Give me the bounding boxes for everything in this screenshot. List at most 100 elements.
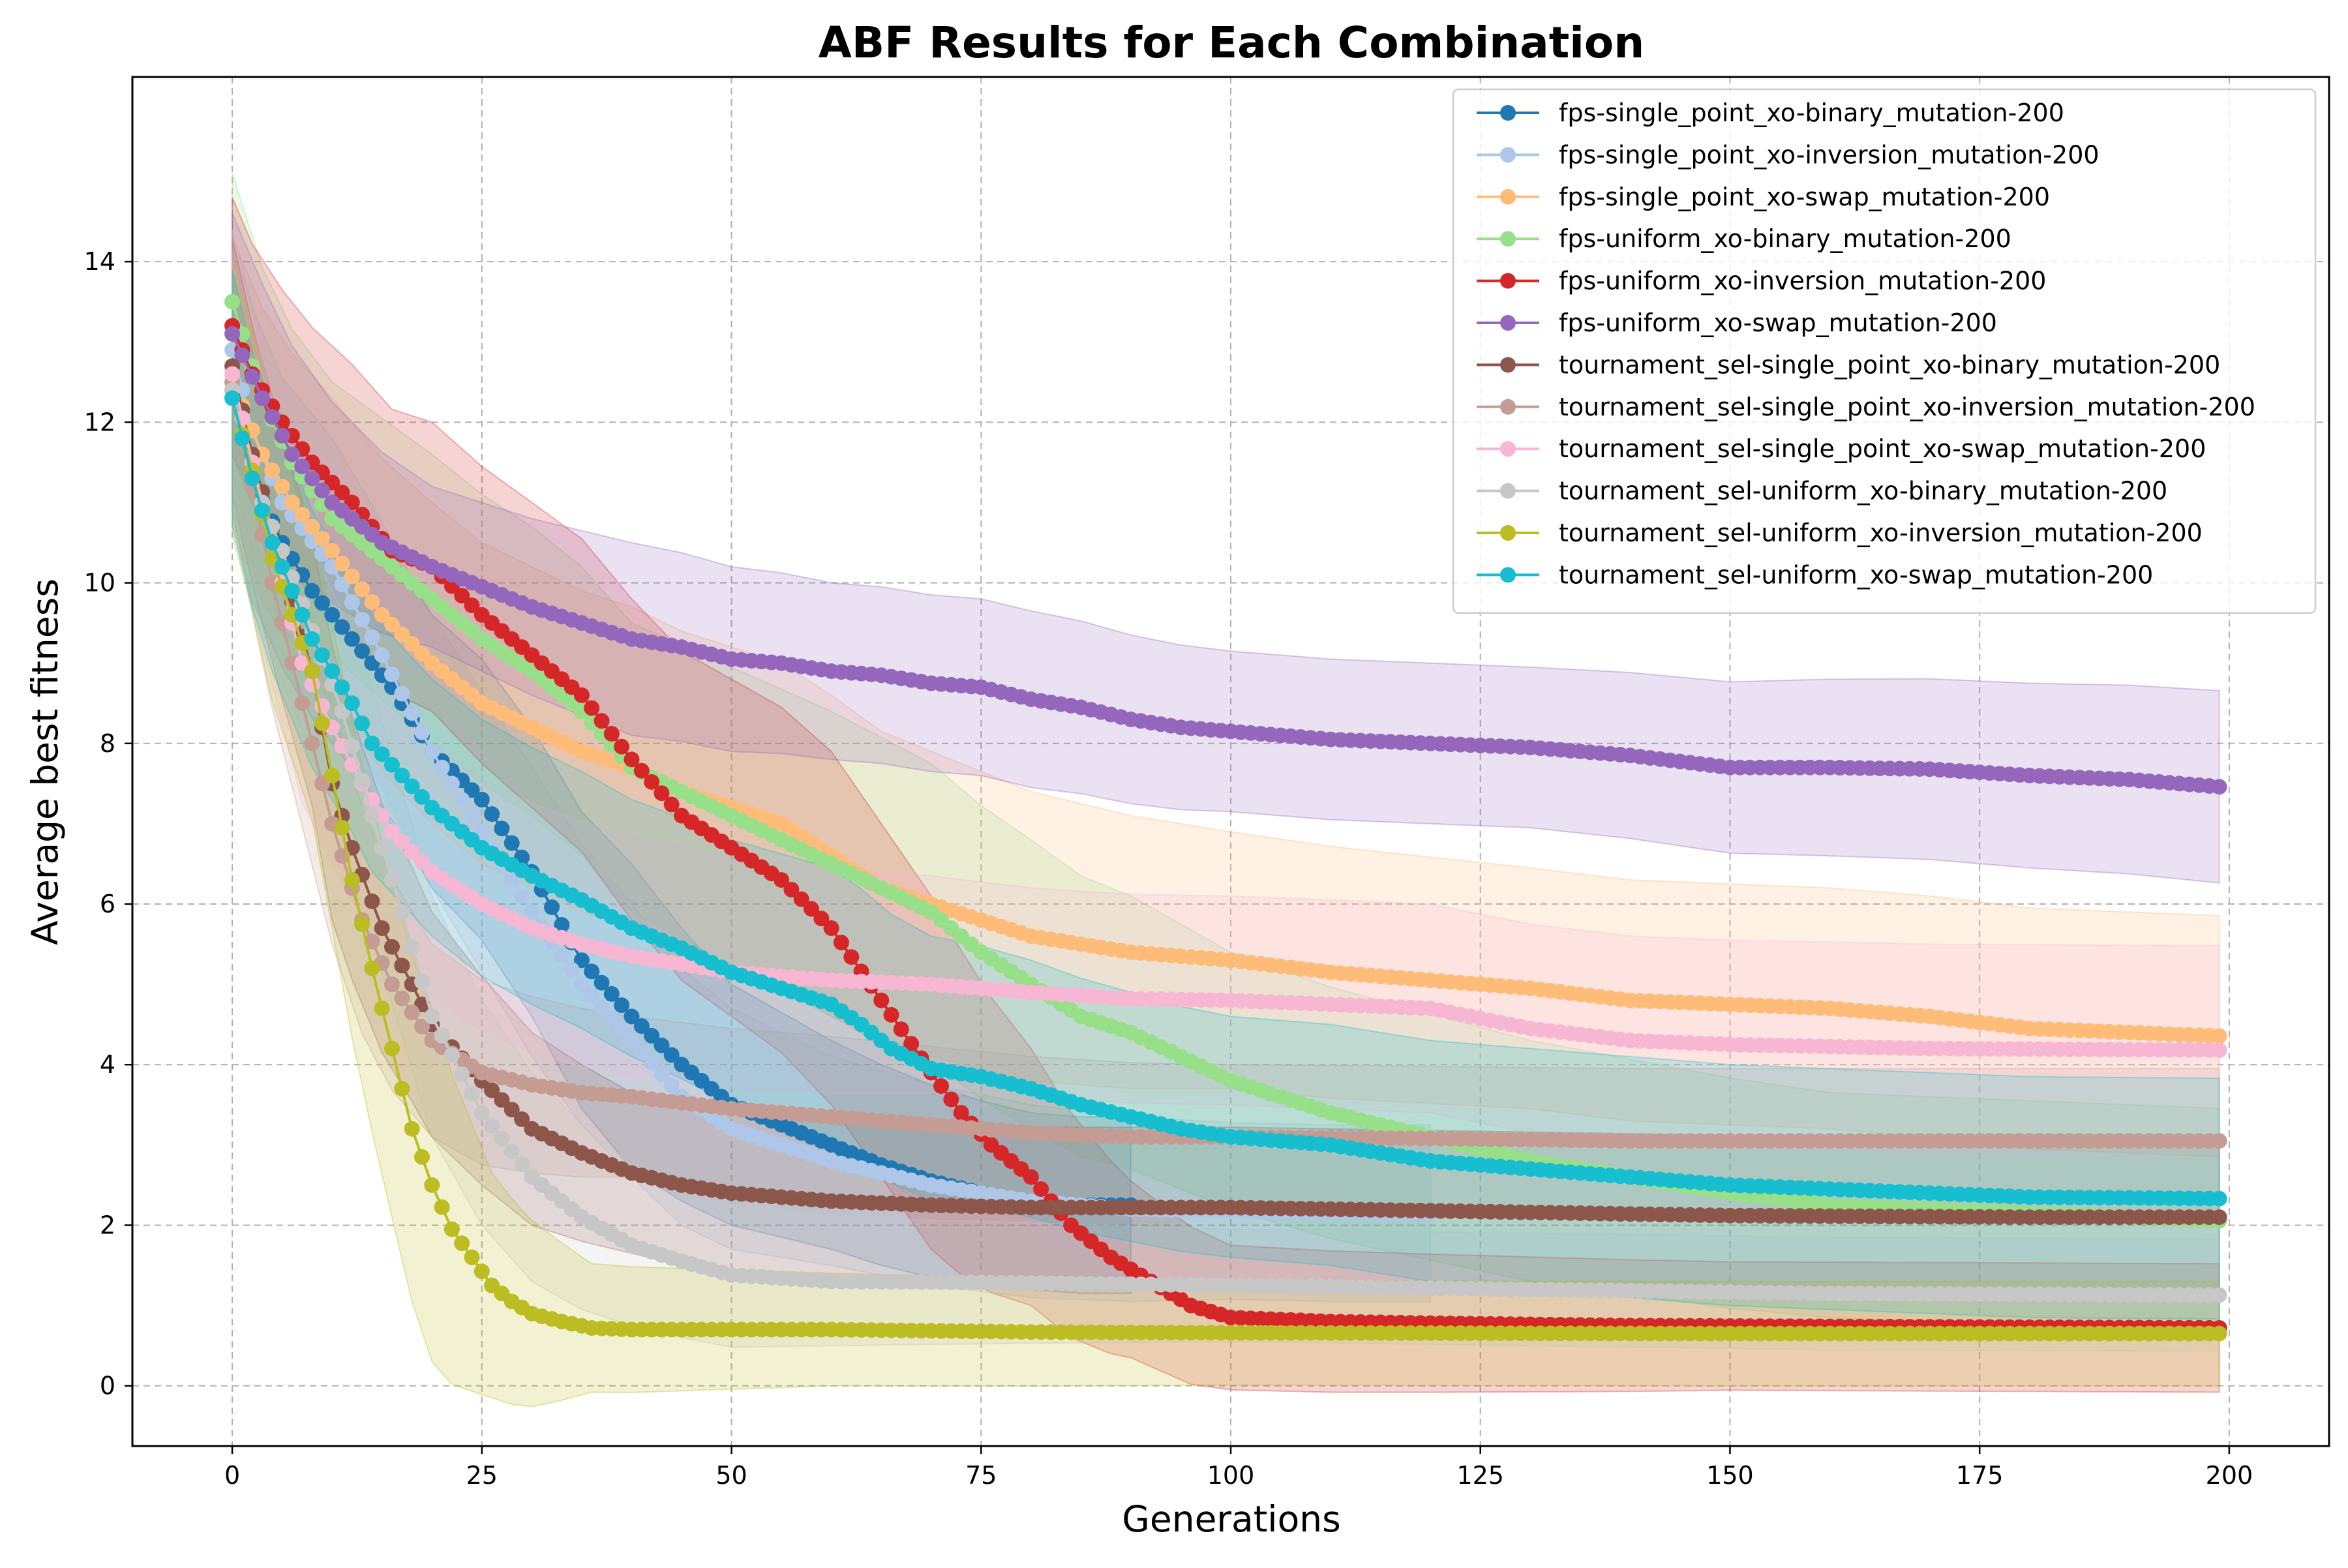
data-point [334,820,350,836]
data-point [2211,779,2227,795]
y-axis-label: Average best fitness [24,579,66,945]
data-point [454,1235,470,1252]
data-point [404,705,420,721]
series-layer [224,294,2227,1342]
data-point [464,1085,480,1102]
data-point [374,920,390,936]
data-point [224,325,241,342]
data-point [474,792,490,807]
data-point [603,1010,620,1026]
data-point [424,1008,440,1025]
confidence-band [232,213,2220,884]
confidence-band [232,197,2220,1393]
data-point [384,616,400,633]
data-point [314,483,330,498]
data-point [334,679,350,695]
legend-label: fps-single_point_xo-swap_mutation-200 [1559,183,2050,211]
data-point [464,1249,480,1265]
data-point [2211,1190,2227,1207]
data-point [554,917,570,933]
data-point [364,960,380,976]
data-point [444,776,460,792]
data-point [254,502,270,519]
y-tick-label: 6 [100,890,115,918]
data-point [394,686,410,702]
confidence-band [232,229,2220,1155]
data-point [364,594,380,611]
data-point [494,1130,510,1147]
x-tick-label: 200 [2206,1461,2253,1490]
data-point [414,974,430,989]
data-point [304,582,320,599]
data-point [504,835,520,851]
data-point [774,872,790,888]
y-tick-label: 10 [84,569,115,597]
data-point [334,619,350,635]
data-point [254,390,270,406]
data-point [404,844,420,860]
data-point [544,899,560,915]
legend-label: fps-uniform_xo-inversion_mutation-200 [1559,267,2046,295]
data-point [893,1021,909,1038]
data-point [354,773,370,789]
data-point [294,459,310,475]
data-point [434,1027,450,1044]
legend-swatch-marker [1500,273,1516,289]
data-point [594,713,610,729]
x-tick-label: 75 [965,1461,997,1490]
legend-swatch-marker [1500,105,1516,121]
data-point [304,631,320,647]
chart-title: ABF Results for Each Combination [819,18,1644,68]
data-point [903,1036,920,1052]
data-point [524,904,540,920]
data-point [424,1177,440,1193]
y-tick-label: 8 [100,729,115,758]
data-point [783,881,800,897]
x-tick-label: 125 [1456,1461,1504,1490]
data-point [384,976,400,993]
data-point [384,939,400,955]
data-point [464,807,480,824]
data-point [594,999,610,1015]
data-point [284,494,300,511]
data-point [644,1055,660,1071]
data-point [294,506,310,522]
x-tick-label: 175 [1956,1461,2004,1490]
x-axis-label: Generations [1122,1498,1340,1540]
data-point [573,976,590,993]
legend-swatch-marker [1500,188,1516,205]
data-point [573,952,590,969]
data-point [354,643,370,659]
data-point [344,872,360,888]
data-point [224,390,241,406]
legend-label: fps-uniform_xo-swap_mutation-200 [1559,309,1997,337]
data-point [663,1078,680,1094]
data-point [344,695,360,712]
data-point [663,1047,680,1063]
data-point [514,1111,530,1127]
data-point [334,485,350,501]
legend-label: fps-single_point_xo-inversion_mutation-2… [1559,140,2100,169]
data-point [374,839,390,856]
data-point [354,581,370,597]
y-tick-label: 14 [84,247,115,276]
data-point [2211,1042,2227,1058]
data-point [354,916,370,932]
data-point [334,556,350,571]
data-point [414,789,430,805]
data-point [953,1105,969,1121]
data-point [494,1092,510,1108]
legend-label: fps-uniform_xo-binary_mutation-200 [1559,224,2011,253]
data-point [324,543,340,559]
series-markers [224,390,2227,1342]
data-point [504,1102,520,1118]
data-point [344,594,360,611]
data-point [344,738,360,754]
data-point [384,1040,400,1057]
data-point [614,738,630,755]
data-point [384,872,400,888]
data-point [2211,1325,2227,1342]
data-point [274,559,290,575]
legend-label: fps-single_point_xo-binary_mutation-200 [1559,98,2064,127]
data-point [384,757,400,773]
